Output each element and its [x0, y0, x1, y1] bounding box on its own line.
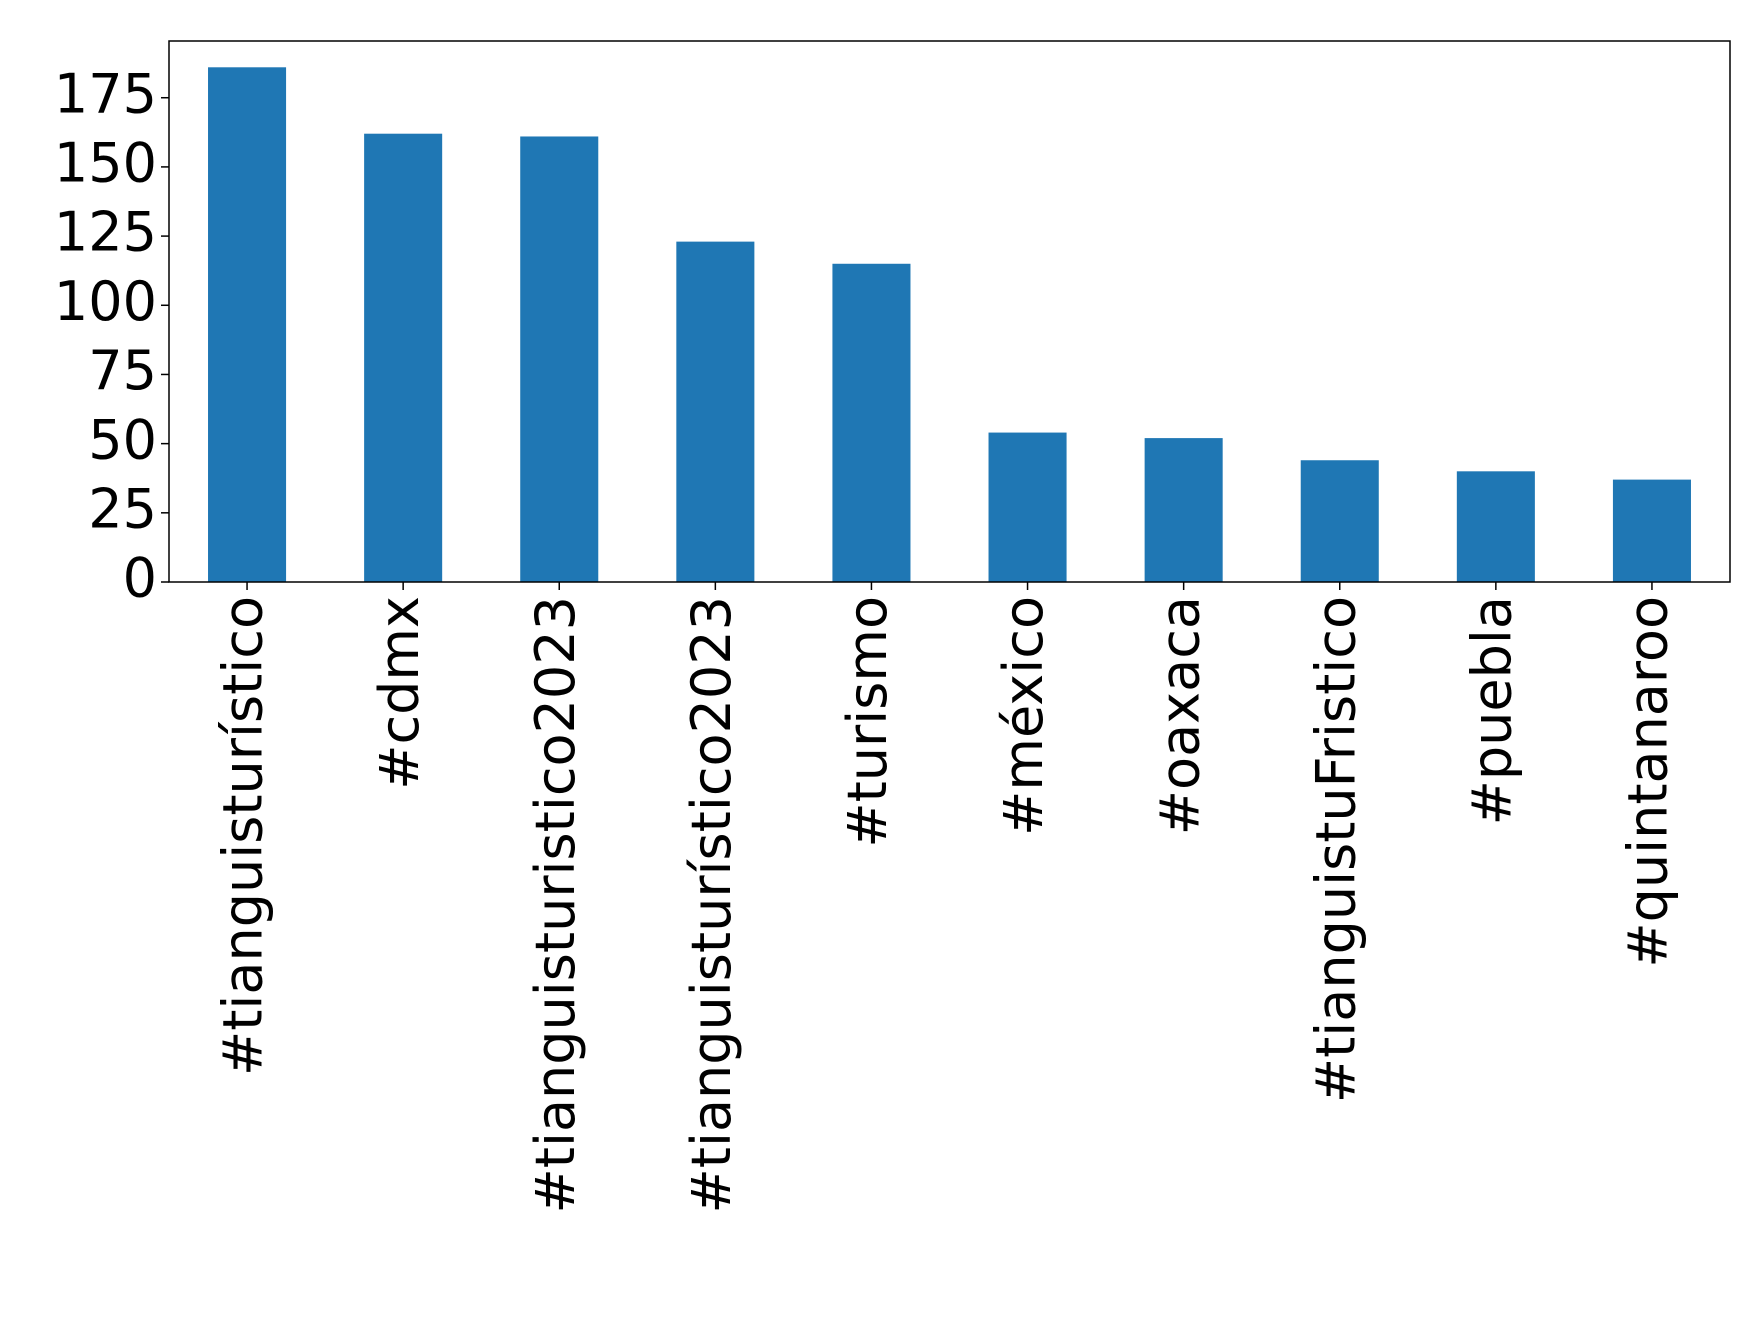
x-tick-label: #quintanaroo	[1617, 596, 1680, 968]
x-tick-label: #tianguistuFristico	[1304, 596, 1367, 1103]
y-tick-label: 125	[54, 201, 157, 264]
x-tick-label: #tianguisturístico	[212, 596, 275, 1076]
bar	[988, 432, 1067, 582]
bar	[1456, 471, 1535, 582]
bar	[832, 263, 911, 582]
y-tick-label: 75	[88, 339, 157, 402]
bar	[1144, 438, 1223, 582]
x-tick-label: #turismo	[836, 596, 899, 848]
y-tick-label: 175	[54, 62, 157, 125]
y-tick-label: 150	[54, 132, 157, 195]
y-tick-label: 0	[123, 547, 157, 610]
x-tick-label: #cdmx	[368, 596, 431, 790]
x-tick-label: #tianguisturistico2023	[524, 596, 587, 1213]
bar	[364, 133, 443, 583]
x-tick-label: #oaxaca	[1148, 596, 1211, 835]
x-tick-label: #puebla	[1460, 596, 1523, 825]
x-tick-label: #tianguisturístico2023	[680, 596, 743, 1213]
x-tick-label: #méxico	[992, 596, 1055, 836]
y-tick-label: 50	[88, 408, 157, 471]
bar	[676, 241, 755, 583]
y-tick-label: 25	[88, 477, 157, 540]
bar	[208, 67, 287, 582]
plot-frame	[168, 40, 1731, 583]
bar	[1300, 460, 1379, 582]
bar	[520, 136, 599, 582]
bar	[1612, 479, 1691, 582]
y-tick-label: 100	[54, 270, 157, 333]
